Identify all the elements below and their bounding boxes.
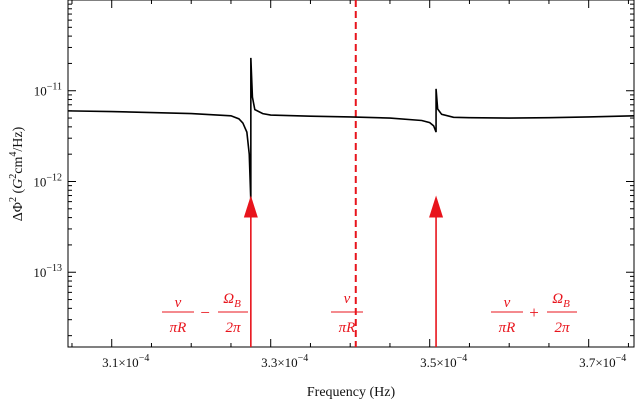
x-tick-label: 3.5×10−4 xyxy=(420,353,467,370)
anno-upper-num2: ΩB xyxy=(552,291,570,310)
annotation-upper-sideband: v πR + ΩB 2π xyxy=(491,291,577,336)
y-tick-label: 10−13 xyxy=(33,263,62,280)
anno-lower-omega-sub: B xyxy=(234,298,241,310)
x-axis-label: Frequency (Hz) xyxy=(307,385,396,400)
y-label-sup1: 2 xyxy=(8,197,19,202)
anno-lower-omega: Ω xyxy=(223,291,234,307)
anno-center-num: v xyxy=(344,291,351,307)
x-tick-label: 3.1×10−4 xyxy=(102,353,149,370)
anno-lower-num2: ΩB xyxy=(223,291,241,310)
arrow-head xyxy=(429,195,444,218)
anno-lower-den2: 2π xyxy=(225,320,241,336)
y-label-G: G xyxy=(11,179,26,189)
anno-upper-num1: v xyxy=(504,295,511,311)
y-label-tail: /Hz) xyxy=(11,126,26,151)
anno-upper-omega: Ω xyxy=(552,291,563,307)
y-label-base: ΔΦ xyxy=(11,202,26,221)
anno-lower-den1: πR xyxy=(170,320,187,336)
y-tick-label: 10−12 xyxy=(33,172,62,189)
y-label-sup2: 2 xyxy=(8,174,19,179)
x-tick-label: 3.3×10−4 xyxy=(261,353,308,370)
y-label-sup3: 4 xyxy=(8,152,19,157)
annotation-lower-sideband: v πR − ΩB 2π xyxy=(162,291,248,336)
annotation-center: v πR xyxy=(331,291,363,336)
y-axis-label: ΔΦ2 (G2cm4/Hz) xyxy=(8,126,26,221)
plot-frame xyxy=(67,0,635,348)
anno-lower-op: − xyxy=(200,303,210,322)
series-line xyxy=(67,57,635,202)
anno-center-den: πR xyxy=(339,320,356,336)
anno-upper-den2: 2π xyxy=(554,320,570,336)
x-tick-label: 3.7×10−4 xyxy=(579,353,626,370)
arrow-head xyxy=(243,195,258,218)
y-tick-label: 10−11 xyxy=(34,82,62,99)
anno-upper-op: + xyxy=(529,303,539,322)
anno-lower-num1: v xyxy=(175,295,182,311)
axis-ticks: 3.1×10−4 3.3×10−4 3.5×10−4 3.7×10−4 10−11 10−… xyxy=(33,0,634,370)
sideband-arrows xyxy=(243,195,444,347)
anno-upper-den1: πR xyxy=(499,320,516,336)
y-label-open: ( xyxy=(11,189,26,198)
y-label-cm: cm xyxy=(11,157,26,174)
anno-upper-omega-sub: B xyxy=(563,298,570,310)
